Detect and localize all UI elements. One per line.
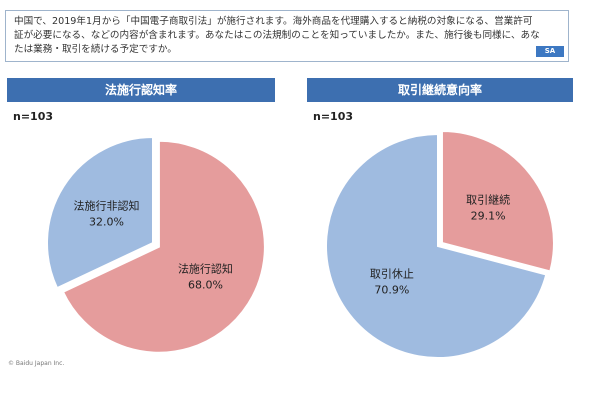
pie-slice-1-1: [325, 132, 548, 359]
slice-label-1-0: 取引継続: [466, 192, 510, 206]
slice-label-1-1: 取引休止: [370, 267, 414, 281]
pie-slice-1-0: [440, 129, 555, 273]
slice-value-0-1: 32.0%: [89, 215, 124, 228]
sample-size-awareness: n=103: [13, 110, 54, 123]
chart-title-continuation: 取引継続意向率: [307, 78, 573, 102]
slice-value-1-0: 29.1%: [471, 209, 506, 222]
question-box: 中国で、2019年1月から「中国電子商取引法」が施行されます。海外商品を代理購入…: [5, 10, 569, 62]
slice-value-0-0: 68.0%: [188, 278, 223, 291]
question-text: 中国で、2019年1月から「中国電子商取引法」が施行されます。海外商品を代理購入…: [14, 16, 540, 55]
slice-value-1-1: 70.9%: [374, 284, 409, 297]
chart-title-awareness: 法施行認知率: [7, 78, 275, 102]
slice-label-0-1: 法施行非認知: [73, 198, 139, 212]
sample-size-continuation: n=103: [313, 110, 354, 123]
sa-badge: SA: [536, 46, 564, 57]
slice-label-0-0: 法施行認知: [178, 261, 233, 275]
copyright-text: © Baidu Japan Inc.: [8, 360, 65, 367]
pie-slice-0-0: [61, 139, 266, 354]
pie-slice-0-1: [46, 135, 154, 290]
